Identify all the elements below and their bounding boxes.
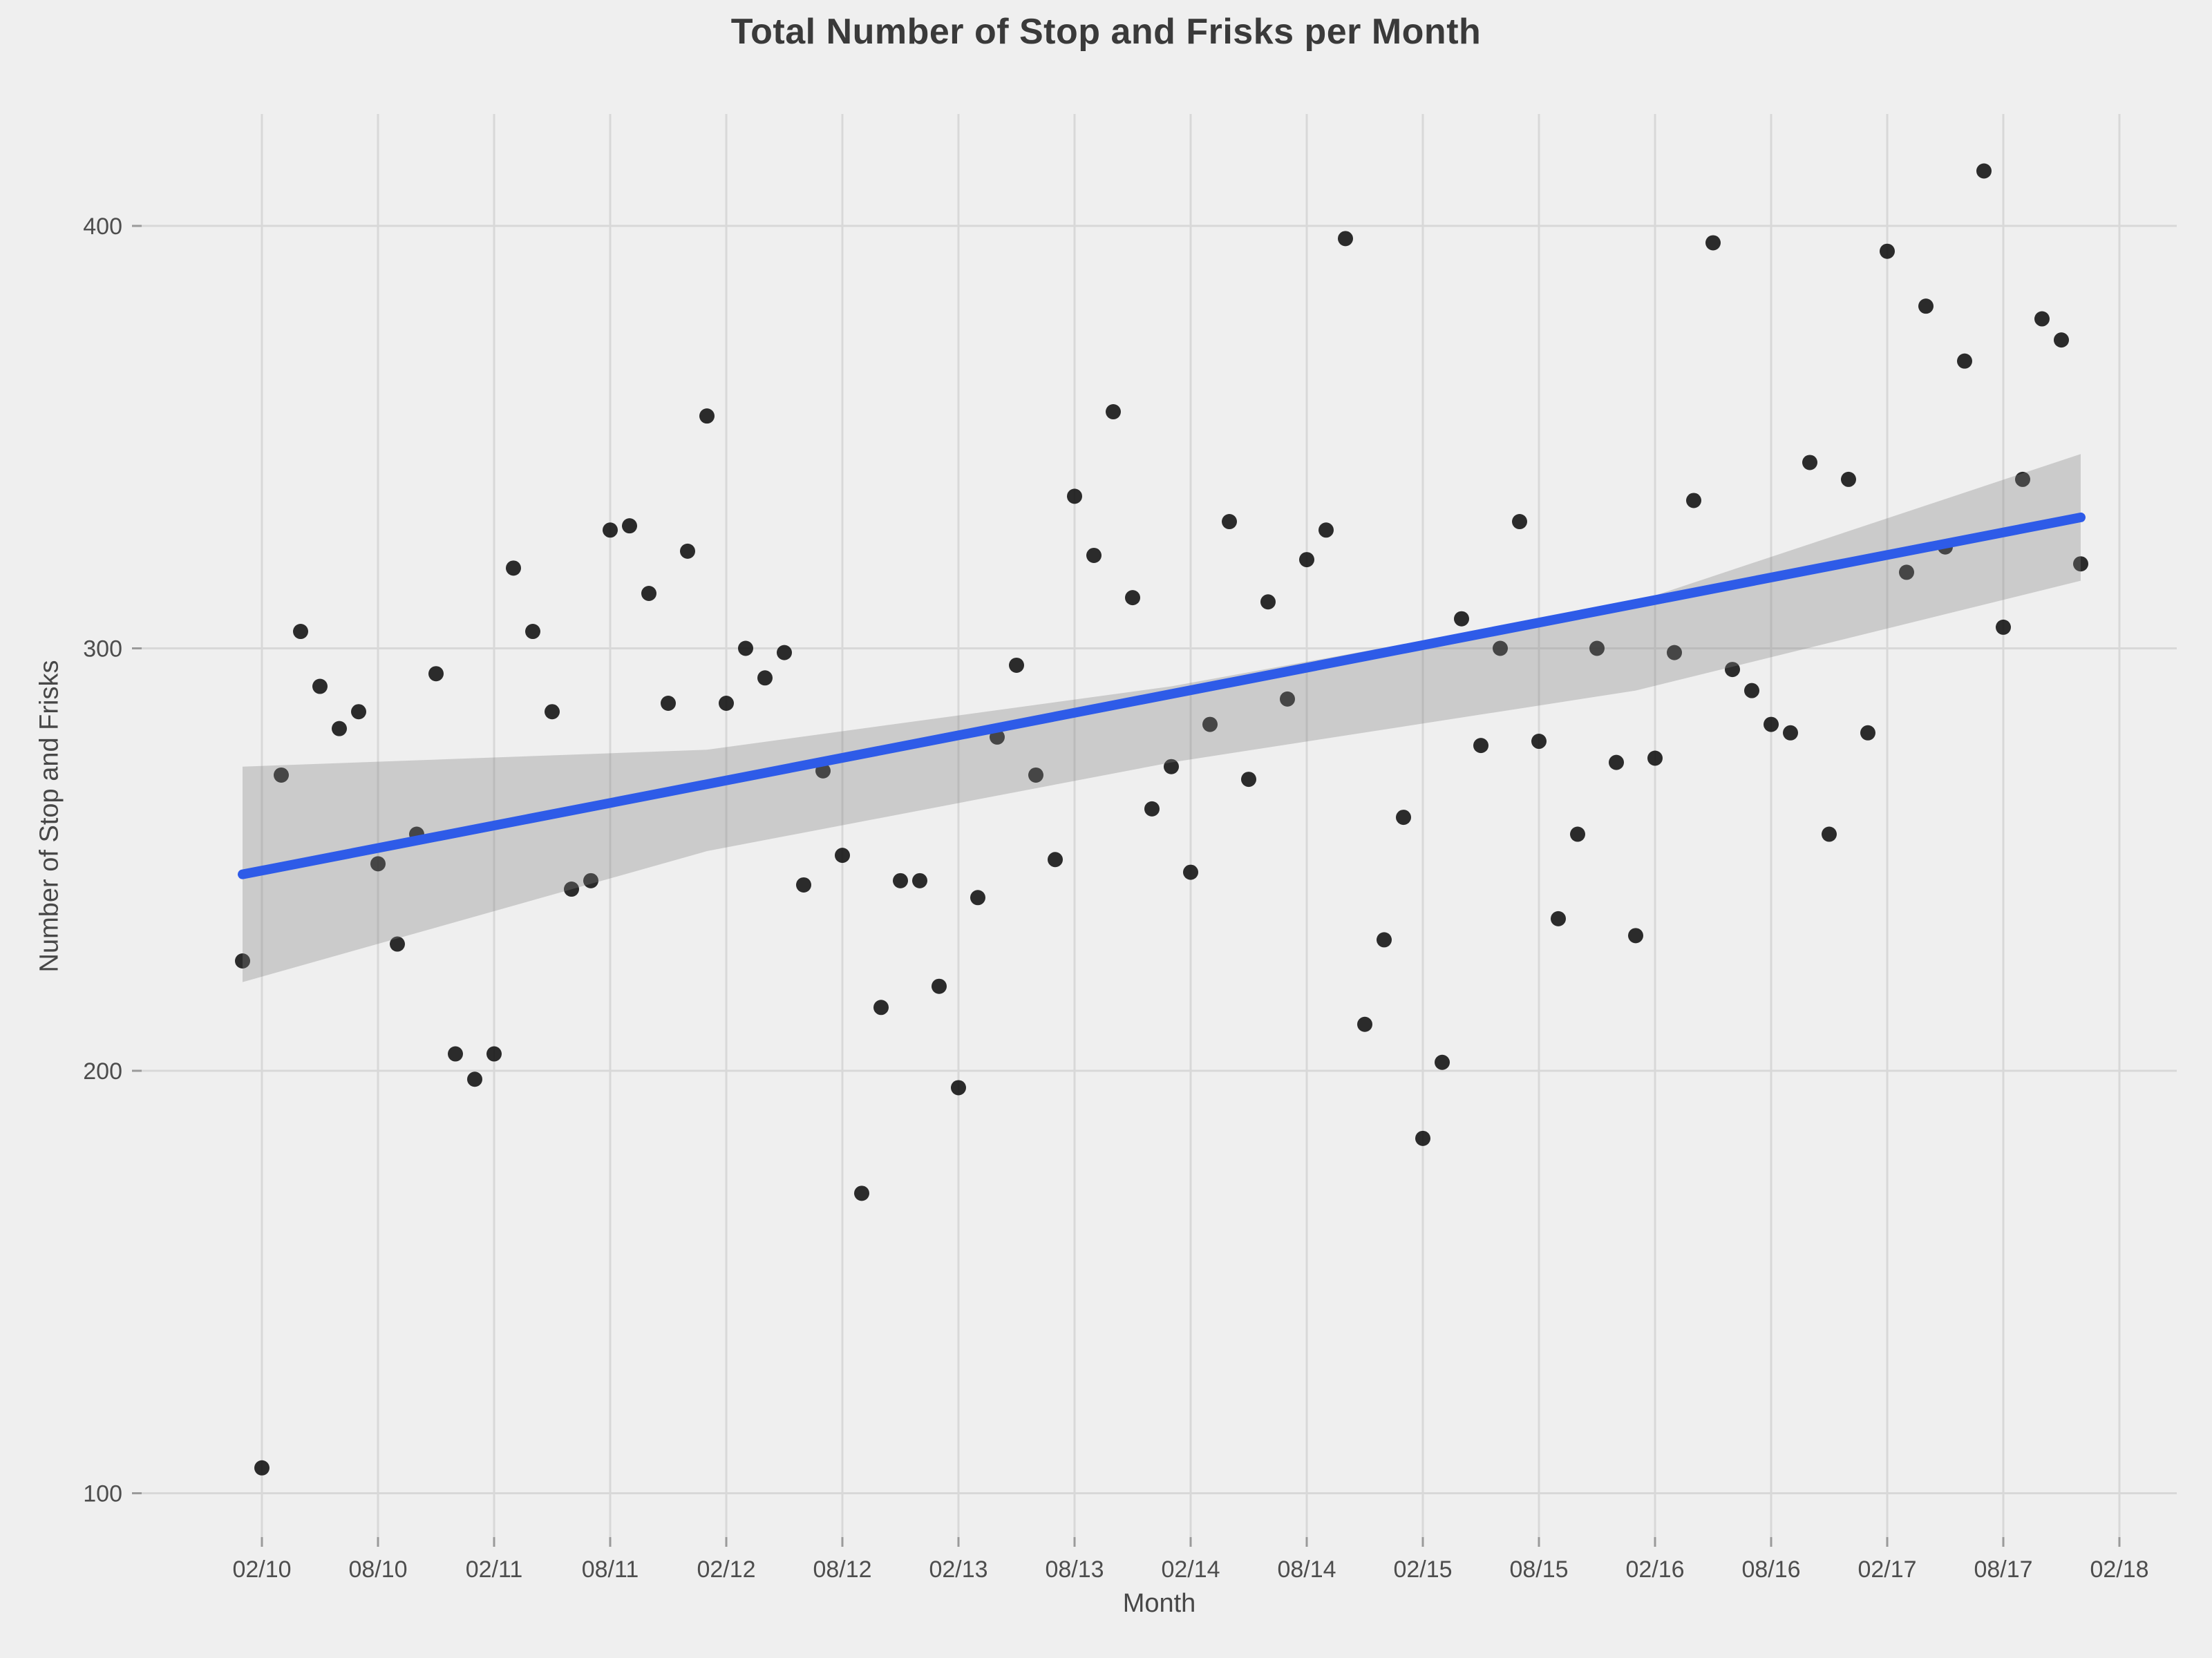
- data-point: [1822, 827, 1837, 842]
- data-point: [912, 873, 927, 888]
- data-point: [312, 679, 328, 694]
- y-tick-label: 400: [83, 213, 122, 240]
- data-point: [1009, 658, 1024, 673]
- data-point: [951, 1080, 966, 1095]
- data-point: [1086, 548, 1102, 563]
- data-point: [1609, 755, 1624, 770]
- data-point: [545, 704, 560, 719]
- data-point: [1396, 810, 1411, 825]
- data-point: [777, 645, 792, 660]
- x-tick-label: 08/10: [348, 1556, 407, 1583]
- data-point: [661, 696, 676, 711]
- x-tick-label: 02/13: [929, 1556, 987, 1583]
- data-point: [970, 890, 985, 905]
- data-point: [1435, 1055, 1450, 1070]
- x-tick-label: 02/17: [1857, 1556, 1916, 1583]
- data-point: [1512, 514, 1527, 529]
- x-tick-label: 02/18: [2090, 1556, 2148, 1583]
- data-point: [1764, 717, 1779, 732]
- data-point: [486, 1047, 502, 1062]
- data-point: [428, 666, 444, 681]
- data-point: [1705, 235, 1721, 250]
- data-point: [1647, 750, 1663, 765]
- data-point: [1880, 244, 1895, 259]
- data-point: [1241, 772, 1256, 787]
- data-point: [1067, 488, 1082, 504]
- data-point: [506, 560, 521, 575]
- data-point: [835, 848, 850, 863]
- data-point: [873, 1000, 889, 1015]
- y-tick-label: 100: [83, 1481, 122, 1507]
- data-point: [1841, 472, 1856, 487]
- data-point: [932, 979, 947, 994]
- data-point: [1106, 404, 1121, 419]
- x-tick-label: 08/17: [1974, 1556, 2032, 1583]
- data-point: [1976, 164, 1992, 179]
- data-point: [796, 877, 811, 893]
- data-point: [1125, 590, 1140, 605]
- x-tick-label: 08/14: [1277, 1556, 1336, 1583]
- x-axis-title: Month: [142, 1589, 2177, 1619]
- x-tick-label: 02/15: [1393, 1556, 1452, 1583]
- data-point: [467, 1071, 482, 1087]
- data-point: [1531, 734, 1547, 749]
- data-point: [1338, 231, 1353, 246]
- data-point: [293, 624, 308, 639]
- data-point: [332, 721, 347, 736]
- data-point: [603, 522, 618, 537]
- x-tick-label: 02/16: [1625, 1556, 1684, 1583]
- data-point: [1957, 354, 1972, 369]
- x-tick-label: 02/10: [232, 1556, 291, 1583]
- data-point: [1628, 928, 1643, 943]
- data-point: [641, 586, 656, 601]
- data-point: [680, 544, 695, 559]
- data-point: [2054, 332, 2069, 347]
- data-point: [1222, 514, 1237, 529]
- data-point: [448, 1047, 463, 1062]
- x-tick-label: 08/16: [1741, 1556, 1800, 1583]
- data-point: [1744, 683, 1759, 698]
- data-point: [622, 518, 637, 533]
- data-point: [1048, 852, 1063, 867]
- data-point: [893, 873, 908, 888]
- data-point: [525, 624, 540, 639]
- data-point: [1473, 738, 1488, 753]
- data-point: [1551, 911, 1566, 926]
- data-point: [719, 696, 734, 711]
- x-tick-label: 08/13: [1045, 1556, 1104, 1583]
- x-tick-label: 08/12: [813, 1556, 871, 1583]
- data-point: [1454, 611, 1469, 627]
- data-point: [1357, 1017, 1372, 1032]
- data-point: [1860, 725, 1875, 741]
- data-point: [1260, 594, 1276, 609]
- y-tick-label: 200: [83, 1058, 122, 1085]
- data-point: [854, 1185, 869, 1201]
- data-point: [757, 670, 773, 685]
- data-point: [1415, 1131, 1430, 1146]
- confidence-band: [243, 454, 2081, 982]
- x-tick-label: 02/11: [466, 1556, 523, 1583]
- y-tick-label: 300: [83, 636, 122, 663]
- data-point: [1144, 801, 1160, 817]
- data-point: [1686, 493, 1701, 508]
- data-point: [2034, 312, 2050, 327]
- x-tick-label: 08/11: [582, 1556, 639, 1583]
- data-point: [1318, 522, 1334, 537]
- data-point: [1183, 865, 1198, 880]
- x-tick-label: 08/15: [1509, 1556, 1568, 1583]
- scatter-plot: 02/10 08/10 02/11 08/11 02/12 08/12 02/13 08/13…: [0, 0, 2212, 1658]
- x-tick-label: 02/12: [697, 1556, 755, 1583]
- x-tick-label: 02/14: [1161, 1556, 1220, 1583]
- data-point: [1299, 552, 1314, 567]
- data-point: [738, 641, 753, 656]
- data-point: [1918, 298, 1934, 314]
- data-point: [1377, 932, 1392, 947]
- data-point: [351, 704, 366, 719]
- data-point: [699, 408, 715, 423]
- data-point: [1570, 827, 1585, 842]
- data-point: [1802, 455, 1817, 470]
- data-point: [1783, 725, 1798, 741]
- data-point: [254, 1460, 270, 1476]
- data-point: [1996, 620, 2011, 635]
